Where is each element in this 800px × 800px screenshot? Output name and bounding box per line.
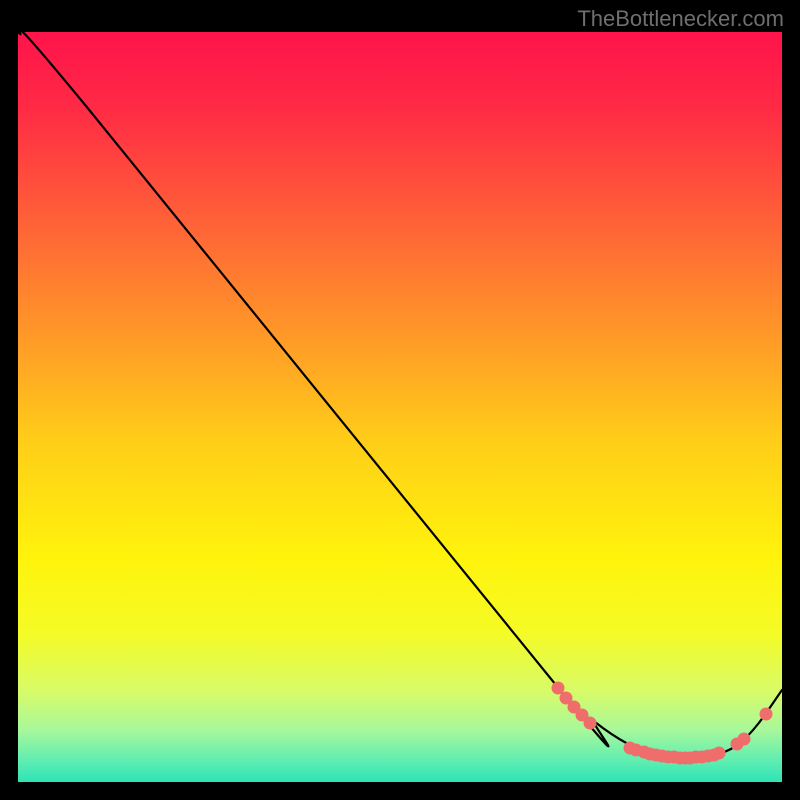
data-marker (584, 717, 597, 730)
marker-group (552, 682, 773, 765)
data-marker (738, 733, 751, 746)
plot-area (18, 32, 782, 782)
chart-svg (18, 32, 782, 782)
data-marker (760, 708, 773, 721)
data-marker (713, 747, 726, 760)
bottleneck-curve (18, 29, 782, 758)
watermark-text: TheBottlenecker.com (577, 6, 784, 32)
